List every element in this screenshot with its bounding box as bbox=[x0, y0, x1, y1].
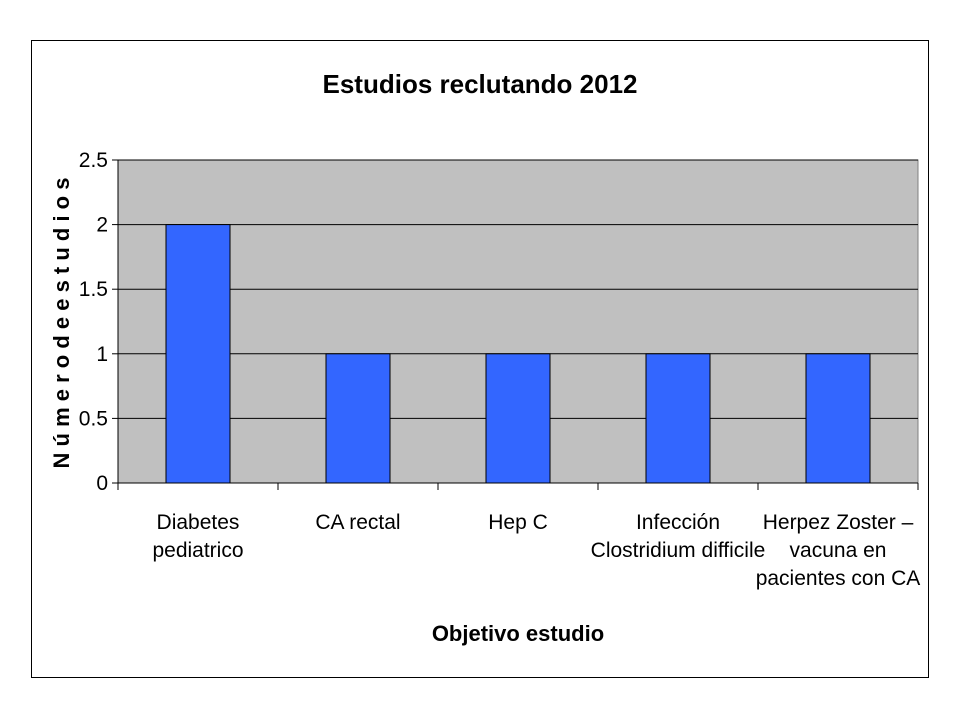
x-axis-title: Objetivo estudio bbox=[432, 621, 604, 646]
bar bbox=[165, 224, 231, 484]
y-tick-label: 2 bbox=[96, 214, 108, 237]
x-tick-label-line: Infección bbox=[636, 511, 720, 534]
y-axis-title: N ú m e r o d e e s t u d i o s bbox=[49, 178, 74, 469]
x-tick-label: Infección Clostridium difficile bbox=[591, 511, 766, 562]
x-tick-label: Herpez Zoster – vacuna en pacientes con CA bbox=[756, 511, 921, 590]
x-tick-label: CA rectal bbox=[315, 511, 400, 534]
bar bbox=[645, 353, 711, 484]
chart-canvas: Estudios reclutando 2012 N ú m e r o d e… bbox=[49, 69, 921, 646]
x-tick-label-line: pediatrico bbox=[152, 539, 243, 562]
chart-title: Estudios reclutando 2012 bbox=[323, 69, 638, 99]
bar bbox=[805, 353, 871, 484]
y-tick-label: 1.5 bbox=[79, 278, 108, 301]
y-tick-label: 0 bbox=[96, 472, 108, 495]
x-tick-label-line: vacuna en bbox=[790, 539, 887, 562]
bar bbox=[485, 353, 551, 484]
chart-frame: Estudios reclutando 2012 N ú m e r o d e… bbox=[31, 40, 929, 678]
x-tick-label-line: Diabetes bbox=[157, 511, 240, 534]
y-tick-label: 2.5 bbox=[79, 149, 108, 172]
x-tick-label: Hep C bbox=[488, 511, 548, 534]
x-tick-label-line: pacientes con CA bbox=[756, 567, 921, 590]
x-tick-label-line: Clostridium difficile bbox=[591, 539, 766, 562]
y-tick-label: 0.5 bbox=[79, 407, 108, 430]
bar bbox=[325, 353, 391, 484]
x-tick-label-line: Hep C bbox=[488, 511, 548, 534]
plot-area: 0 0.5 1 1.5 2 2.5 Diabetes pediatrico CA rectal H… bbox=[79, 149, 921, 590]
x-tick-label: Diabetes pediatrico bbox=[152, 511, 243, 562]
x-tick-label-line: Herpez Zoster – bbox=[763, 511, 914, 534]
y-tick-label: 1 bbox=[96, 343, 108, 366]
x-tick-label-line: CA rectal bbox=[315, 511, 400, 534]
